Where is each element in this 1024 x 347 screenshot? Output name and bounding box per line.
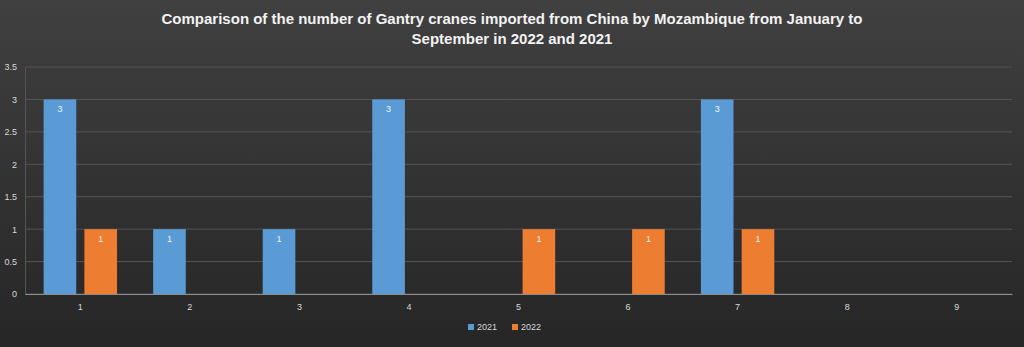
y-tick-label: 3 [12, 95, 17, 105]
bar [263, 229, 296, 294]
y-tick: 0.5 [4, 257, 25, 267]
title-line: September in 2022 and 2021 [412, 30, 613, 47]
x-tick-label: 6 [626, 302, 631, 312]
x-tick: 3 [297, 294, 302, 312]
data-label: 3 [57, 104, 62, 114]
x-tick-label: 5 [516, 302, 521, 312]
y-tick-label: 2 [12, 160, 17, 170]
x-tick-label: 9 [954, 302, 959, 312]
data-label: 1 [755, 234, 760, 244]
y-tick: 1 [12, 225, 25, 235]
bars [44, 99, 775, 294]
grid-line [25, 164, 1012, 165]
bar [84, 229, 117, 294]
data-labels: 3 1 1 3 3 1 1 1 1 [57, 104, 760, 244]
data-label: 1 [167, 234, 172, 244]
legend-label: 2022 [521, 322, 541, 332]
x-tick-label: 8 [845, 302, 850, 312]
title-line: Comparison of the number of Gantry crane… [162, 10, 863, 27]
x-tick-label: 4 [406, 302, 411, 312]
x-tick: 1 [78, 294, 83, 312]
background [0, 0, 1024, 347]
x-tick: 8 [845, 294, 850, 312]
x-tick: 4 [406, 294, 411, 312]
data-label: 1 [277, 234, 282, 244]
x-axis: 1 2 3 4 5 6 7 8 9 [26, 294, 1013, 312]
bar [153, 229, 186, 294]
x-axis-line [26, 294, 1013, 295]
y-tick: 2 [12, 160, 25, 170]
bar [701, 99, 734, 294]
y-tick-label: 0 [12, 289, 17, 299]
y-tick-label: 3.5 [4, 62, 17, 72]
grid [25, 67, 1012, 294]
chart: Comparison of the number of Gantry crane… [0, 0, 1024, 347]
x-tick-label: 1 [78, 302, 83, 312]
x-tick-label: 2 [187, 302, 192, 312]
x-tick: 6 [626, 294, 631, 312]
x-tick: 7 [735, 294, 740, 312]
legend-item: 2022 [512, 322, 541, 332]
data-label: 1 [98, 234, 103, 244]
x-tick-label: 7 [735, 302, 740, 312]
x-tick: 5 [516, 294, 521, 312]
grid-line [25, 196, 1012, 197]
bar [742, 229, 775, 294]
bar [523, 229, 556, 294]
legend-label: 2021 [477, 322, 497, 332]
plot-area: 0 0.5 1 1.5 2 2.5 3 3.5 3 1 1 3 3 1 1 1 1 1 2 3 4 5 6 7 8 9 [4, 62, 1012, 312]
data-label: 1 [536, 234, 541, 244]
legend-item: 2021 [468, 322, 497, 332]
bar [632, 229, 665, 294]
grid-line [25, 99, 1012, 100]
title: Comparison of the number of Gantry crane… [162, 10, 863, 47]
data-label: 3 [386, 104, 391, 114]
y-tick: 3 [12, 95, 25, 105]
y-axis: 0 0.5 1 1.5 2 2.5 3 3.5 [4, 62, 25, 299]
grid-line [25, 67, 1012, 68]
y-tick: 2.5 [4, 127, 25, 137]
x-tick: 2 [187, 294, 192, 312]
legend-swatch [468, 324, 474, 330]
bar [372, 99, 405, 294]
y-tick: 3.5 [4, 62, 25, 72]
y-tick: 0 [12, 289, 25, 299]
data-label: 1 [646, 234, 651, 244]
y-tick: 1.5 [4, 192, 25, 202]
y-tick-label: 0.5 [4, 257, 17, 267]
data-label: 3 [715, 104, 720, 114]
y-tick-label: 1.5 [4, 192, 17, 202]
bar [44, 99, 77, 294]
x-tick-label: 3 [297, 302, 302, 312]
legend-swatch [512, 324, 518, 330]
y-tick-label: 2.5 [4, 127, 17, 137]
x-tick: 9 [954, 294, 959, 312]
grid-line [25, 131, 1012, 132]
legend: 2021 2022 [468, 322, 541, 332]
y-axis-line [25, 68, 26, 295]
y-tick-label: 1 [12, 225, 17, 235]
